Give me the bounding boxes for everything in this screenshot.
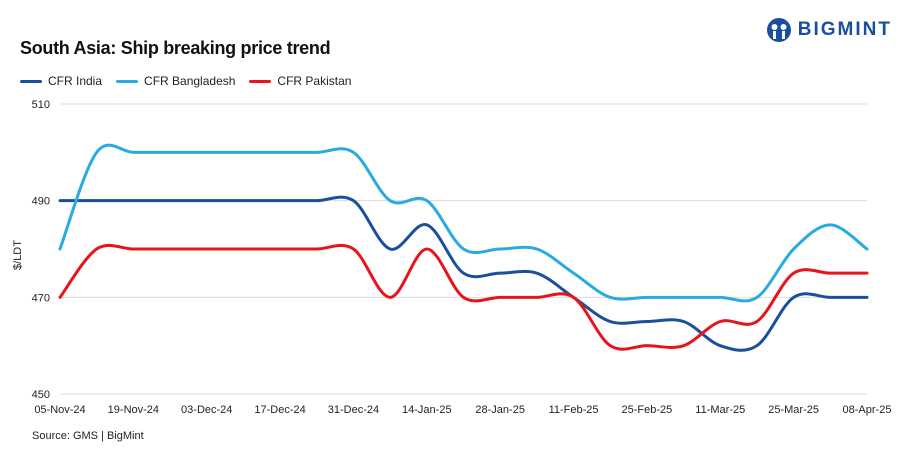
logo-text: BIGMINT [797,19,892,40]
legend-item: CFR India [20,74,102,88]
x-tick-label: 28-Jan-25 [475,404,525,416]
legend-label: CFR Bangladesh [144,74,236,88]
legend-swatch [116,79,139,83]
legend-swatch [20,79,42,83]
x-tick-label: 25-Mar-25 [768,404,819,416]
chart-title: South Asia: Ship breaking price trend [20,38,331,58]
legend-item: CFR Pakistan [249,74,351,88]
logo-people-icon [766,18,791,42]
source-note: Source: GMS | BigMint [32,430,144,442]
x-tick-label: 11-Mar-25 [695,404,745,416]
y-tick-label: 470 [32,292,50,304]
y-tick-label: 490 [32,196,50,208]
series-line-cfr-pakistan [58,243,869,351]
x-tick-label: 25-Feb-25 [622,404,673,416]
x-tick-label: 31-Dec-24 [328,404,379,416]
x-tick-label: 17-Dec-24 [254,404,305,416]
x-tick-label: 08-Apr-25 [843,404,892,416]
x-tick-label: 03-Dec-24 [181,404,232,416]
legend: CFR India CFR Bangladesh CFR Pakistan [20,74,351,88]
legend-swatch [249,79,272,83]
y-tick-label: 510 [32,99,50,111]
x-tick-label: 14-Jan-25 [402,404,452,416]
x-tick-label: 05-Nov-24 [34,404,85,416]
bigmint-logo: BIGMINT [766,17,892,43]
legend-label: CFR India [48,74,103,88]
legend-label: CFR Pakistan [277,74,352,88]
legend-item: CFR Bangladesh [116,74,235,88]
series-line-cfr-india [58,195,869,352]
y-axis-label: $/LDT [12,240,24,270]
series-line-cfr-bangladesh [58,143,869,303]
x-tick-label: 19-Nov-24 [108,404,159,416]
y-tick-label: 450 [32,389,50,401]
x-tick-label: 11-Feb-25 [549,404,599,416]
